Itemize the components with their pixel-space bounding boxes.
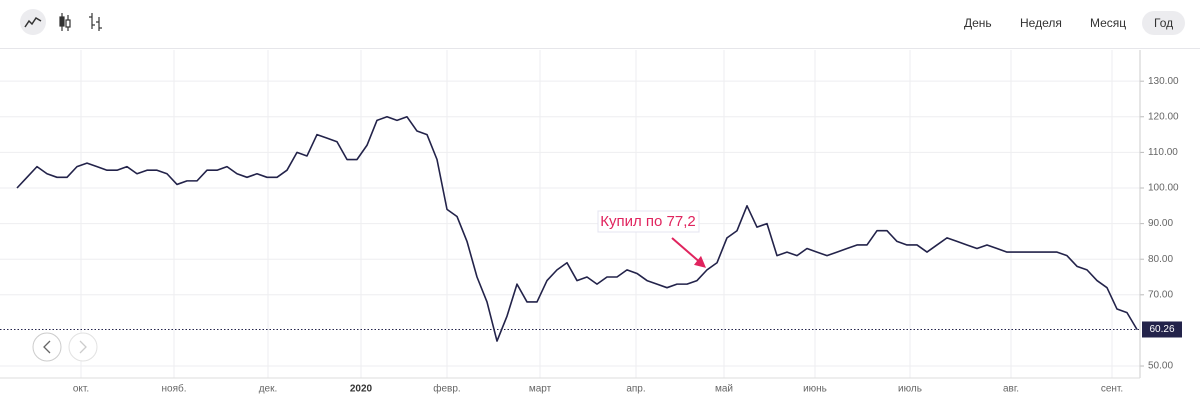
period-button[interactable]: Неделя xyxy=(1020,16,1062,30)
x-tick-label: июль xyxy=(898,384,922,395)
next-button[interactable] xyxy=(68,332,98,362)
x-tick-label: авг. xyxy=(1003,384,1019,395)
y-tick-label: 50.00 xyxy=(1148,361,1173,372)
y-tick-label: 80.00 xyxy=(1148,254,1173,265)
ohlc-type-button[interactable] xyxy=(89,13,102,31)
period-button[interactable]: День xyxy=(964,16,992,30)
x-tick-label: нояб. xyxy=(161,383,186,395)
period-button[interactable]: Месяц xyxy=(1090,16,1127,30)
prev-button[interactable] xyxy=(32,332,62,362)
y-tick-label: 90.00 xyxy=(1148,218,1173,229)
toolbar: День Неделя Месяц Год xyxy=(0,0,1200,49)
annotation-arrowhead xyxy=(694,255,706,268)
x-tick-label: апр. xyxy=(626,384,645,395)
x-tick-label: март xyxy=(529,384,552,395)
period-button[interactable]: Год xyxy=(1142,11,1186,35)
candle-type-button[interactable] xyxy=(59,13,71,31)
annotation-box xyxy=(597,210,700,233)
y-tick-label: 70.00 xyxy=(1148,289,1173,300)
y-tick-label: 100.00 xyxy=(1148,183,1179,194)
x-tick-label: июнь xyxy=(803,384,827,395)
x-tick-label: дек. xyxy=(259,384,278,395)
y-tick-label: 130.00 xyxy=(1148,76,1179,87)
price-line xyxy=(16,115,1138,342)
x-tick-label: февр. xyxy=(433,383,460,395)
chart-type-icons xyxy=(20,9,102,35)
annotation: Купил по 77,2 xyxy=(600,213,696,230)
y-tick-label: 120.00 xyxy=(1148,111,1179,122)
last-price-label: 60.26 xyxy=(1149,324,1174,335)
x-tick-label: 2020 xyxy=(350,384,373,395)
x-tick-label: сент. xyxy=(1101,384,1123,395)
last-price-box xyxy=(1142,321,1182,338)
x-tick-label: окт. xyxy=(73,384,89,395)
x-tick-label: май xyxy=(715,384,733,395)
y-tick-label: 110.00 xyxy=(1148,147,1178,158)
